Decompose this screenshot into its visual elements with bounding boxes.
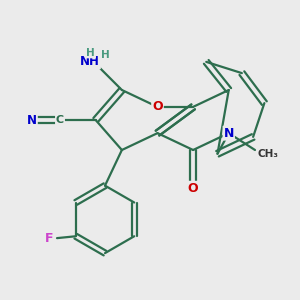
Text: O: O bbox=[152, 100, 163, 113]
Text: O: O bbox=[188, 182, 198, 195]
Text: H: H bbox=[101, 50, 110, 60]
Text: H: H bbox=[86, 47, 95, 58]
Text: N: N bbox=[27, 113, 37, 127]
Text: CH₃: CH₃ bbox=[258, 149, 279, 159]
Text: N: N bbox=[224, 127, 234, 140]
Text: C: C bbox=[56, 115, 64, 125]
Text: F: F bbox=[44, 232, 53, 244]
Text: NH: NH bbox=[80, 56, 100, 68]
